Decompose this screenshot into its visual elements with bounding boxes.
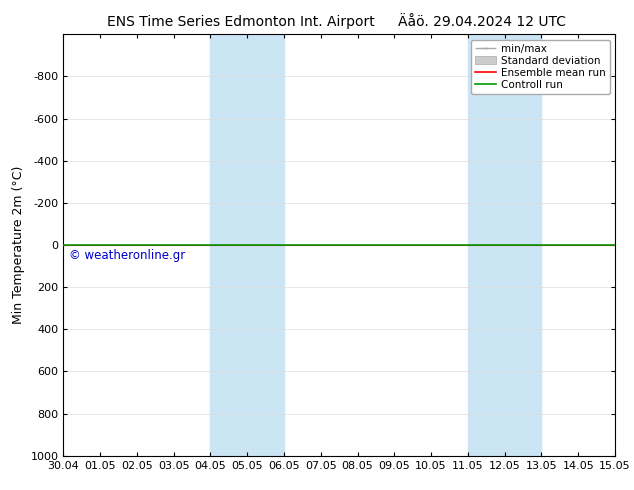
Y-axis label: Min Temperature 2m (°C): Min Temperature 2m (°C) bbox=[12, 166, 25, 324]
Bar bbox=[210, 34, 284, 456]
Text: Äåö. 29.04.2024 12 UTC: Äåö. 29.04.2024 12 UTC bbox=[398, 15, 566, 29]
Text: ENS Time Series Edmonton Int. Airport: ENS Time Series Edmonton Int. Airport bbox=[107, 15, 375, 29]
Text: © weatheronline.gr: © weatheronline.gr bbox=[69, 249, 185, 262]
Bar bbox=[468, 34, 541, 456]
Legend: min/max, Standard deviation, Ensemble mean run, Controll run: min/max, Standard deviation, Ensemble me… bbox=[470, 40, 610, 94]
